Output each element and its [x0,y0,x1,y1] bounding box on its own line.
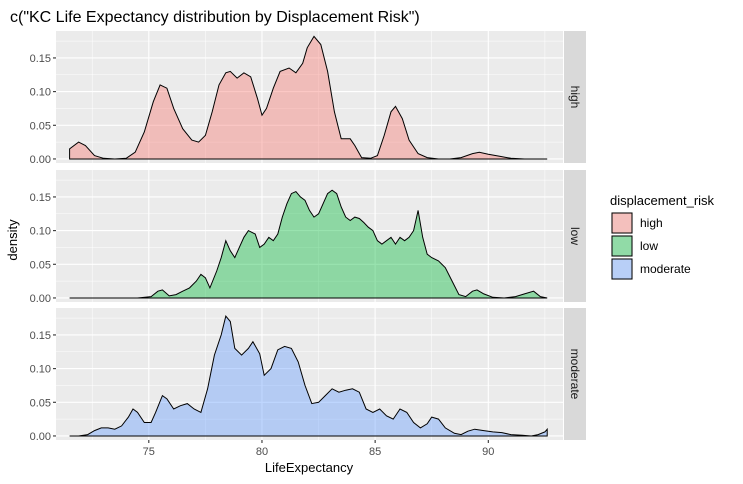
x-axis-title: LifeExpectancy [265,460,354,475]
density-area-moderate [69,315,548,437]
legend-item-low: low [611,235,658,257]
y-tick-label: 0.15 [30,192,51,204]
legend-label: low [640,239,658,253]
density-area-high [69,35,548,160]
facet-strip-label: high [568,86,582,109]
legend-key-background [611,212,633,234]
facet-strip [564,308,586,440]
y-tick-label: 0.00 [30,293,51,305]
legend-label: high [640,216,663,230]
y-tick-label: 0.00 [30,431,51,443]
y-tick-label: 0.00 [30,154,51,166]
facet-strip-label: low [568,227,582,245]
x-tick-label: 85 [369,446,381,458]
y-tick-label: 0.05 [30,259,51,271]
legend-key-swatch [611,258,633,280]
facet-strip [564,31,586,163]
panel-moderate: 0.00 0.05 0.10 0.15 moderate [30,308,586,443]
x-axis: 75 80 85 90 [143,440,494,458]
y-tick-label: 0.05 [30,397,51,409]
y-tick-label: 0.10 [30,364,51,376]
panel-background [56,170,563,302]
x-tick-label: 80 [256,446,268,458]
x-tick-label: 75 [143,446,155,458]
legend-label: moderate [640,262,691,276]
y-tick-label: 0.15 [30,53,51,65]
legend: displacement_risk high low moderate [610,193,715,280]
facet-strip [564,170,586,302]
legend-key-swatch [611,235,633,257]
panel-background [56,308,563,440]
plot-title: c("KC Life Expectancy distribution by Di… [10,9,420,26]
panel-high: 0.00 0.05 0.10 0.15 high [30,31,586,166]
y-tick-label: 0.05 [30,120,51,132]
legend-items: high low moderate [611,212,691,280]
legend-key-background [611,258,633,280]
legend-item-high: high [611,212,663,234]
y-axis-title: density [5,219,20,261]
y-tick-label: 0.10 [30,226,51,238]
legend-key-background [611,235,633,257]
legend-title: displacement_risk [610,193,715,208]
y-tick-label: 0.15 [30,330,51,342]
y-tick-label: 0.10 [30,87,51,99]
facet-strip-label: moderate [568,349,582,400]
legend-item-moderate: moderate [611,258,691,280]
panel-low: 0.00 0.05 0.10 0.15 low [30,170,586,305]
legend-key-swatch [611,212,633,234]
x-tick-label: 90 [482,446,494,458]
density-area-low [69,189,548,299]
facet-panels: 0.000.050.100.15high0.000.050.100.15low0… [30,31,586,443]
